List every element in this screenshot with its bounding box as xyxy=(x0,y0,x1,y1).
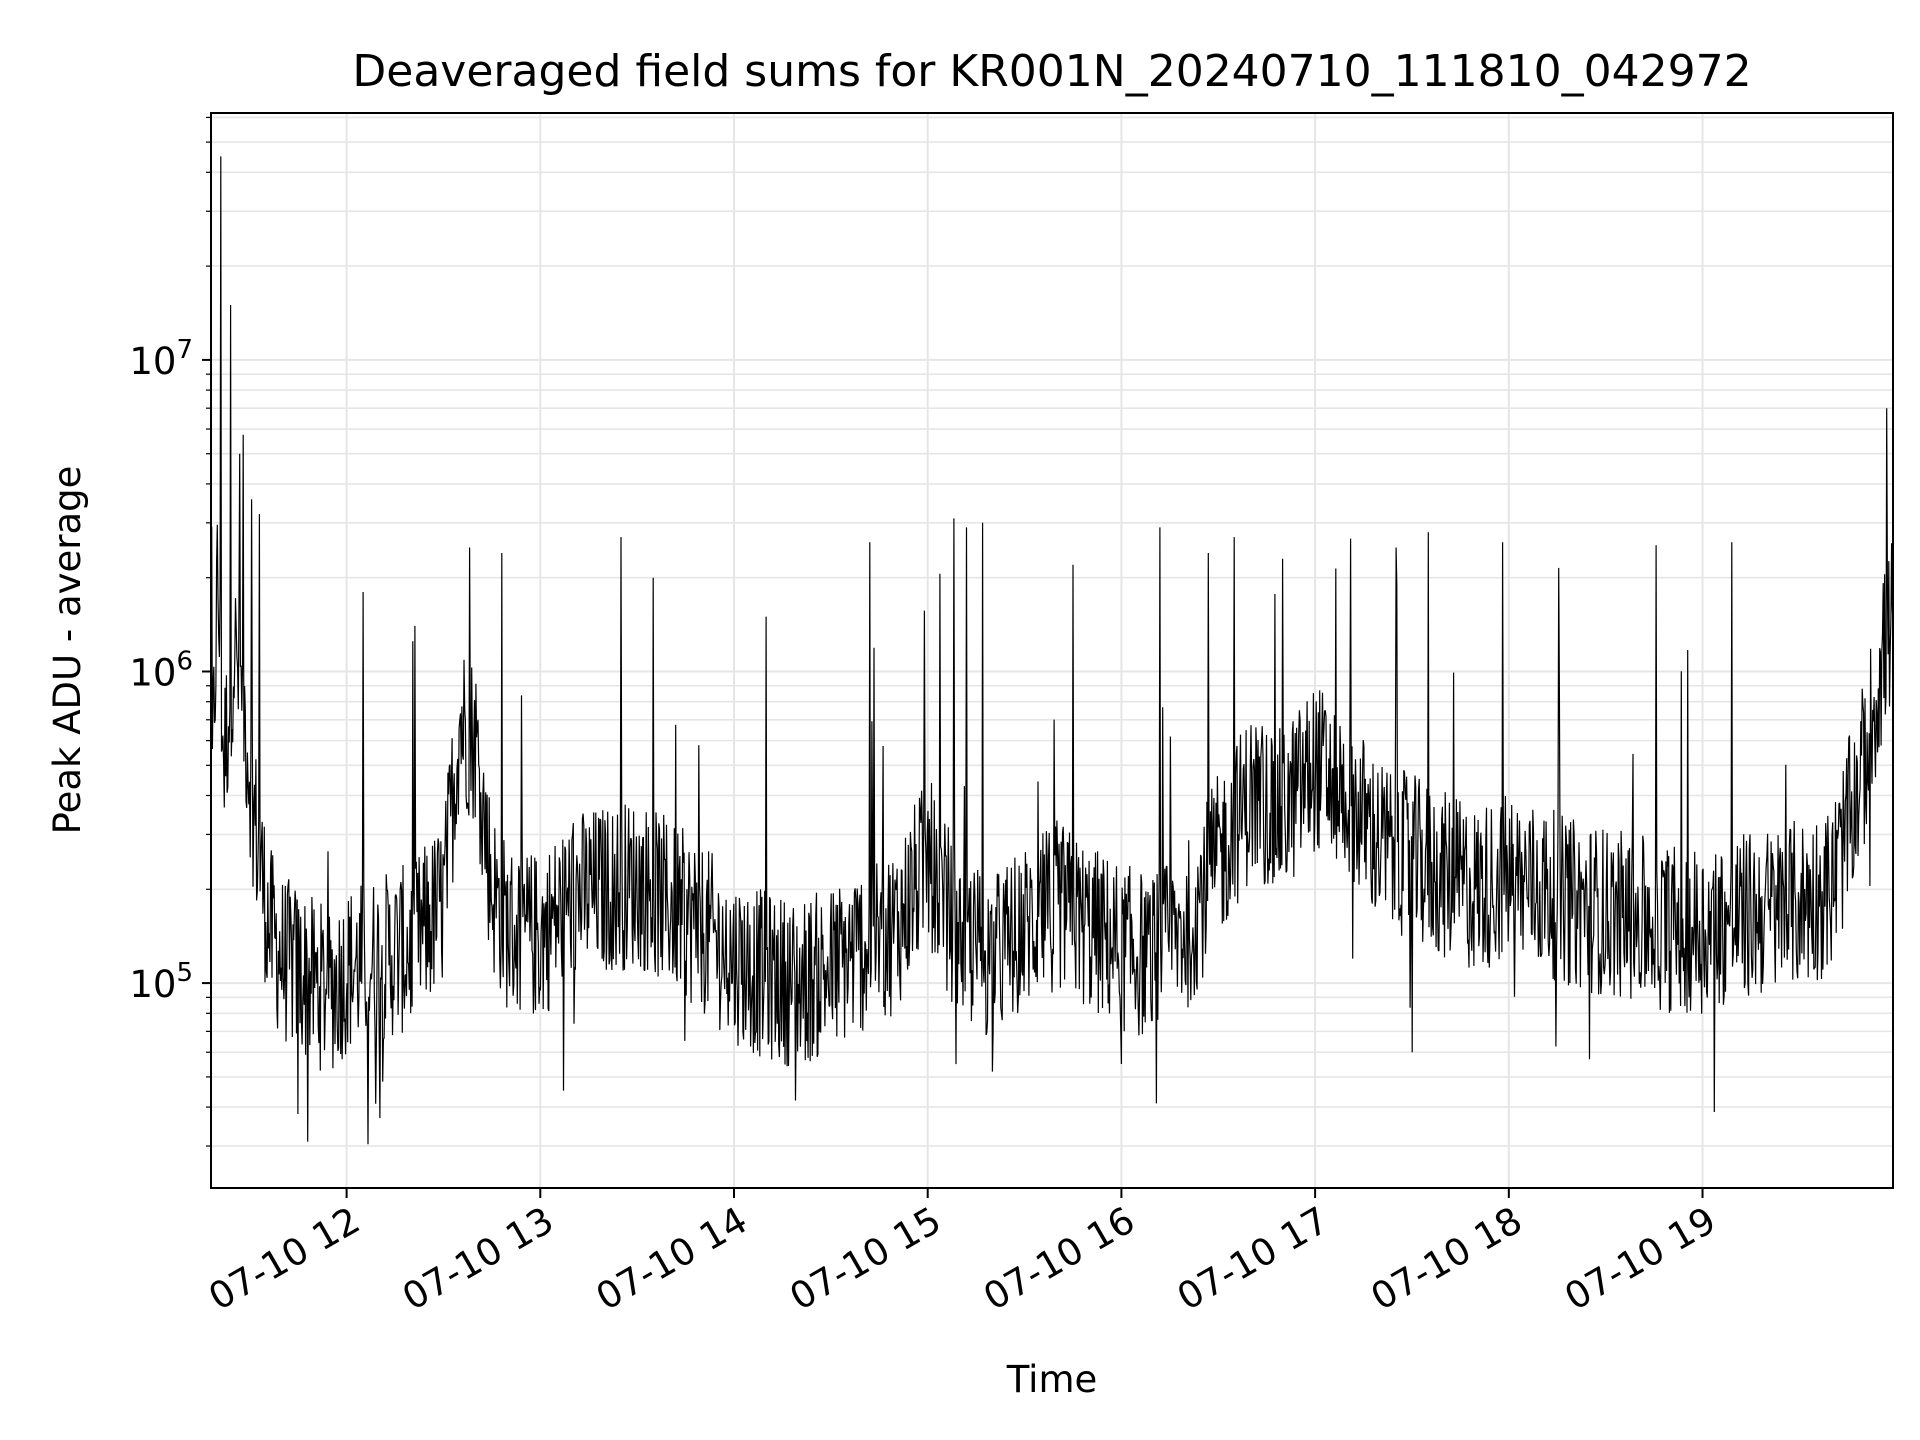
x-tick-label: 07-10 15 xyxy=(783,1199,949,1319)
x-tick-label: 07-10 16 xyxy=(976,1199,1142,1319)
x-tick-label: 07-10 18 xyxy=(1364,1199,1530,1319)
plot-area xyxy=(210,156,1894,1145)
x-tick-label: 07-10 12 xyxy=(202,1199,368,1319)
x-tick-label: 07-10 13 xyxy=(395,1199,561,1319)
x-axis-label: Time xyxy=(1006,1358,1098,1401)
chart-title: Deaveraged field sums for KR001N_2024071… xyxy=(352,46,1751,97)
x-tick-label: 07-10 14 xyxy=(589,1199,755,1319)
x-tick-label: 07-10 17 xyxy=(1170,1199,1336,1319)
plot-frame xyxy=(210,112,1894,1189)
y-axis-label: Peak ADU - average xyxy=(46,466,89,835)
data-series-line xyxy=(210,156,1894,1145)
grid-lines xyxy=(211,113,1893,1188)
y-tick-label: 105 xyxy=(129,958,193,1006)
y-tick-label: 106 xyxy=(129,647,193,695)
y-tick-label: 107 xyxy=(129,335,193,383)
x-tick-label: 07-10 19 xyxy=(1557,1199,1723,1319)
